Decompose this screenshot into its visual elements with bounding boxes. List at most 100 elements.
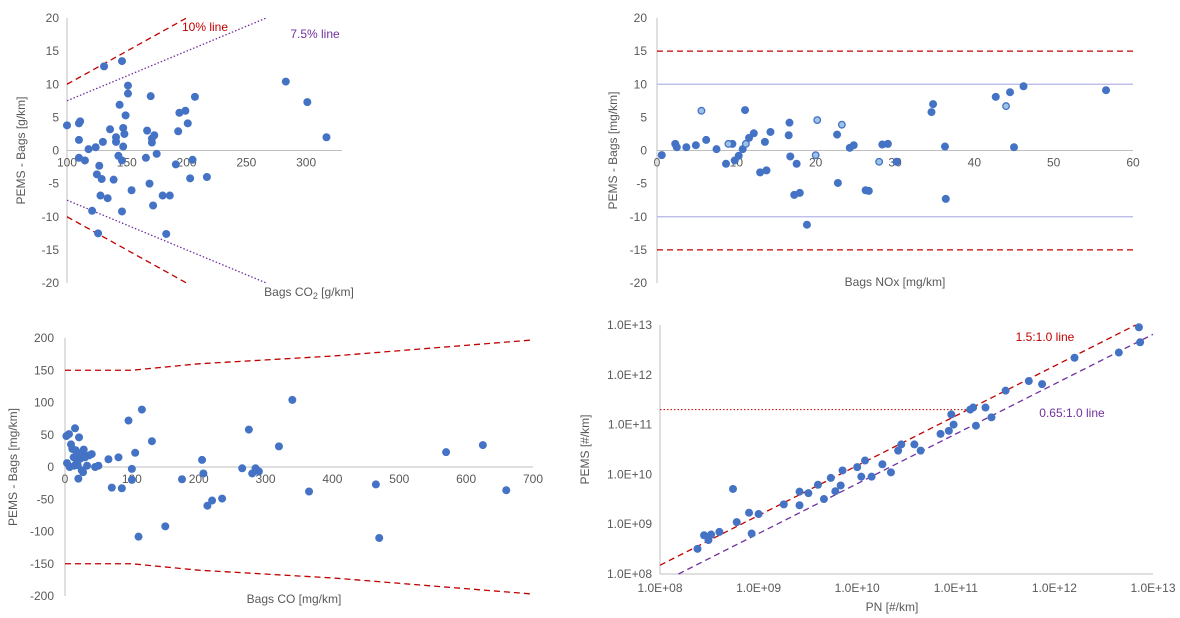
y-tick-label: 1.0E+13 — [607, 318, 652, 332]
data-point — [756, 168, 765, 177]
data-point — [1102, 86, 1111, 95]
x-tick-label: 1.0E+13 — [1130, 581, 1175, 595]
data-point — [691, 141, 700, 150]
data-point — [1136, 338, 1145, 347]
data-point — [747, 529, 756, 538]
data-point — [147, 437, 156, 446]
data-point — [115, 100, 124, 109]
line-label: 1.5:1.0 line — [1016, 330, 1075, 344]
chart-co: 200150100500-50-100-150-2000100200300400… — [6, 331, 543, 606]
data-point — [886, 468, 895, 477]
data-point — [118, 57, 126, 66]
x-axis-label: Bags CO2 [g/km] — [264, 285, 354, 301]
data-point — [671, 139, 680, 148]
data-point-light — [813, 116, 822, 124]
x-label-unit: [g/km] — [318, 285, 354, 299]
data-point-light — [741, 139, 750, 148]
y-tick-label: -20 — [42, 276, 60, 290]
data-point — [478, 441, 487, 450]
y-tick-label: 1.0E+10 — [607, 467, 652, 481]
data-point — [693, 544, 702, 553]
data-point — [1019, 82, 1028, 91]
data-point — [987, 413, 996, 422]
data-point — [79, 468, 88, 477]
y-tick-label: -200 — [30, 589, 54, 603]
data-point — [147, 138, 156, 147]
data-point — [83, 461, 92, 470]
x-tick-label: 0 — [654, 156, 661, 170]
data-point — [762, 166, 771, 175]
data-point — [97, 174, 106, 183]
x-tick-label: 1.0E+11 — [934, 581, 978, 595]
data-point — [120, 129, 129, 138]
y-tick-label: -15 — [630, 243, 648, 257]
data-point — [121, 111, 130, 120]
x-label-main: Bags CO — [264, 285, 313, 299]
reference-line — [65, 563, 534, 595]
data-point — [741, 106, 750, 115]
data-point — [795, 487, 804, 496]
x-tick-label: 300 — [296, 156, 316, 170]
data-point — [181, 106, 190, 115]
data-point — [91, 143, 100, 152]
data-point — [502, 486, 511, 495]
data-point — [715, 527, 724, 536]
y-tick-label: -5 — [48, 177, 59, 191]
y-tick-label: 0 — [640, 144, 647, 158]
data-point — [371, 480, 380, 489]
data-point — [1001, 386, 1010, 395]
y-tick-label: 20 — [46, 11, 60, 25]
y-tick-label: -5 — [636, 177, 647, 191]
reference-line — [66, 17, 187, 85]
x-label-sub: 2 — [313, 291, 318, 301]
x-tick-label: 600 — [456, 472, 476, 486]
data-point — [849, 141, 858, 150]
data-point — [786, 152, 795, 161]
data-point — [991, 92, 1000, 101]
x-tick-label: 300 — [256, 472, 276, 486]
data-point — [80, 156, 89, 165]
data-point — [833, 178, 842, 187]
data-point — [150, 131, 159, 140]
y-tick-label: 1.0E+12 — [607, 368, 652, 382]
y-axis-label: PEMS - Bags [mg/km] — [6, 408, 20, 526]
data-point — [766, 127, 775, 136]
data-point — [833, 130, 842, 139]
data-point — [804, 489, 813, 498]
data-point — [87, 450, 96, 459]
data-point — [183, 119, 192, 128]
y-tick-label: 1.0E+11 — [608, 418, 652, 432]
data-point — [754, 510, 763, 519]
data-point — [927, 108, 936, 117]
data-point — [74, 153, 83, 162]
data-point — [134, 532, 143, 541]
data-point — [98, 137, 107, 146]
data-point — [831, 487, 840, 496]
y-axis-label: PEMS - Bags [g/km] — [14, 96, 28, 204]
data-point — [734, 151, 743, 160]
data-point — [74, 135, 83, 144]
data-point — [95, 161, 104, 170]
y-tick-label: 10 — [46, 77, 60, 91]
data-point — [218, 494, 227, 503]
reference-line — [678, 333, 1154, 575]
x-tick-label: 250 — [236, 156, 256, 170]
data-point — [146, 92, 155, 101]
x-tick-label: 60 — [1126, 156, 1140, 170]
data-point — [107, 483, 116, 492]
data-point — [188, 155, 197, 164]
reference-line — [659, 324, 1136, 566]
data-point — [969, 403, 978, 412]
data-point — [836, 481, 845, 490]
data-point — [274, 442, 283, 451]
data-point — [162, 229, 171, 238]
data-point — [916, 446, 925, 455]
reference-line — [66, 17, 267, 102]
y-tick-label: -20 — [630, 276, 648, 290]
data-point — [867, 472, 876, 481]
data-point — [143, 126, 152, 135]
data-point — [123, 89, 132, 98]
data-point — [75, 433, 84, 442]
data-point — [65, 430, 74, 439]
y-tick-label: 200 — [34, 331, 54, 345]
